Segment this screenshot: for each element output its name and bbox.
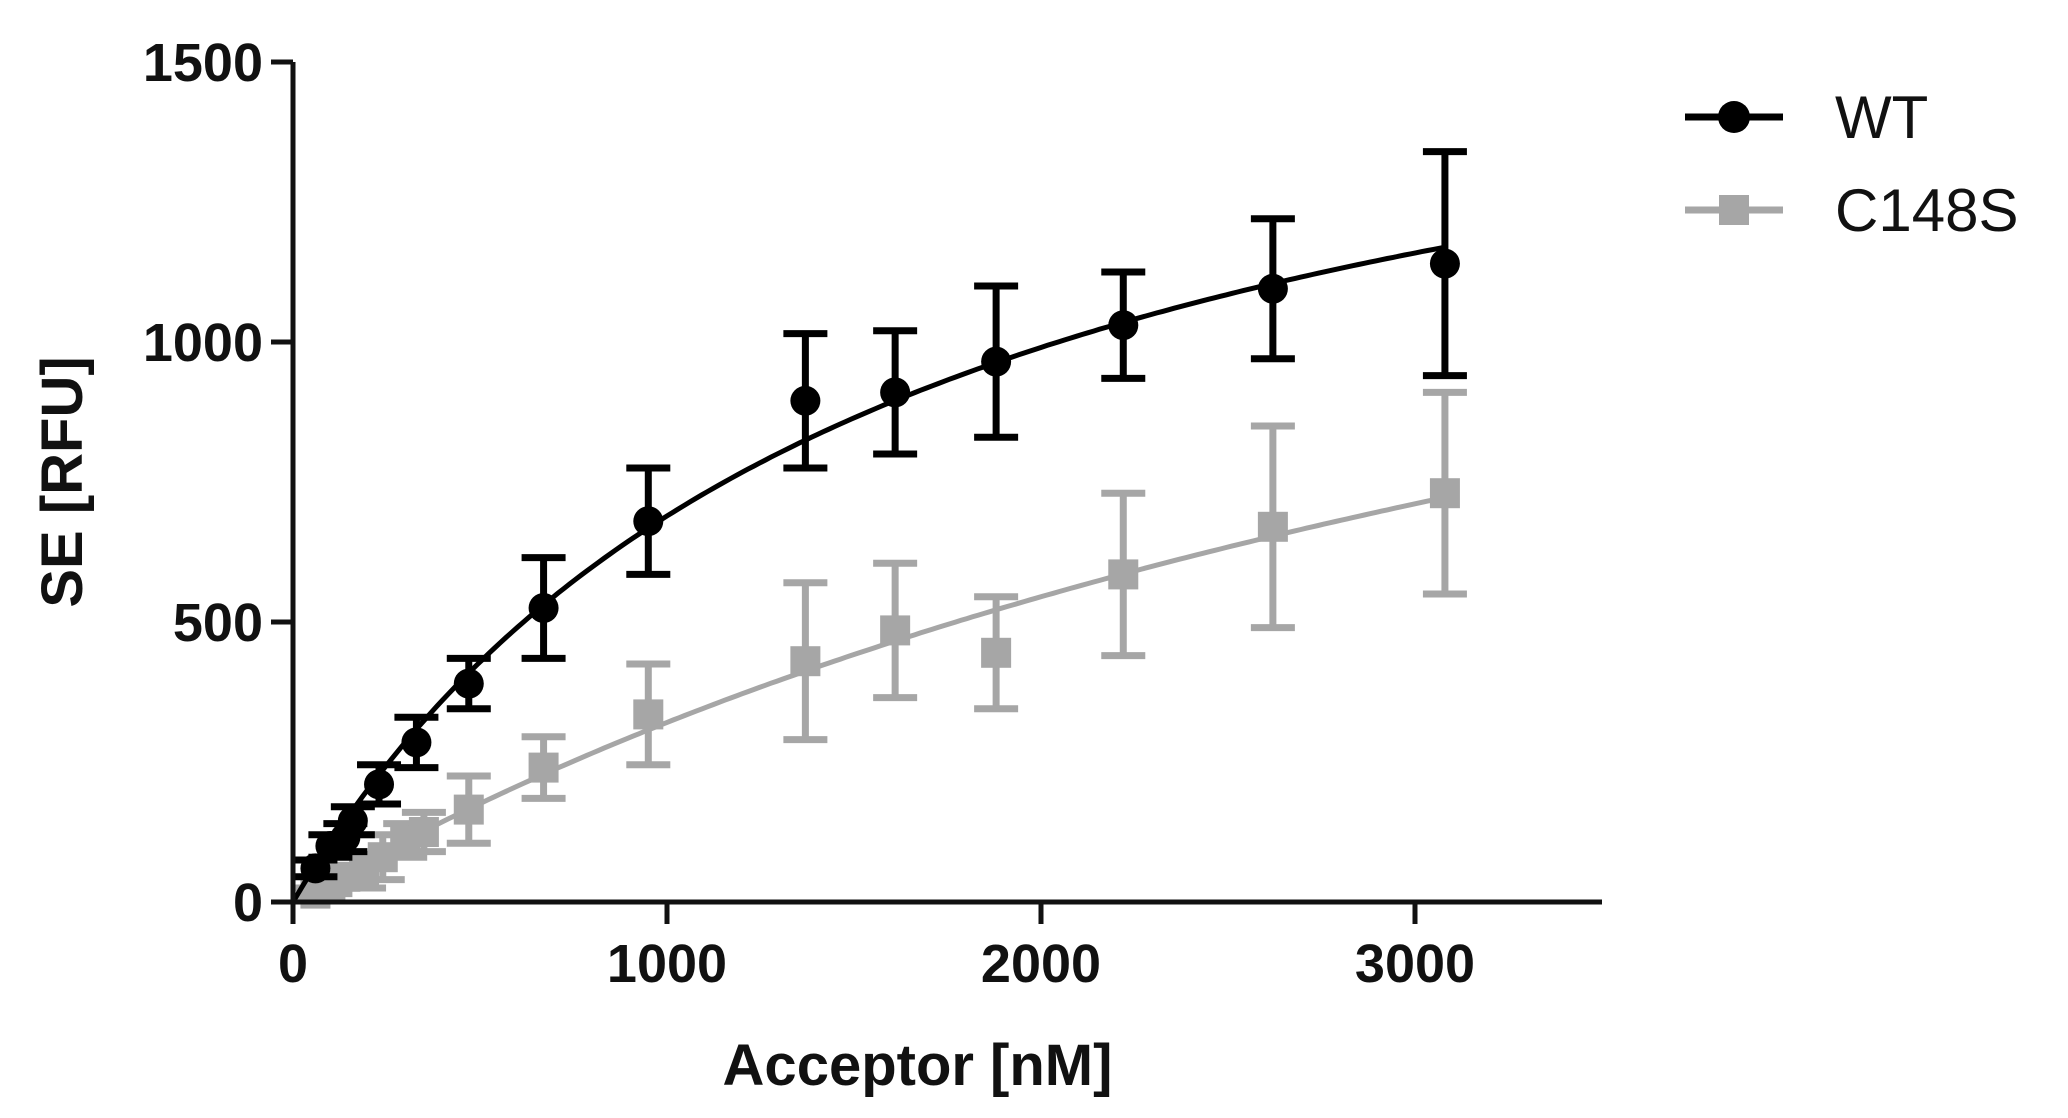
legend-item-c148s: C148S bbox=[1685, 177, 2018, 244]
data-point bbox=[1108, 310, 1139, 341]
legend-marker bbox=[1718, 101, 1750, 133]
series-wt bbox=[290, 148, 1467, 904]
y-tick-label: 500 bbox=[173, 593, 263, 653]
x-axis-title: Acceptor [nM] bbox=[723, 1033, 1113, 1098]
x-tick-label: 3000 bbox=[1355, 934, 1475, 994]
y-tick-label: 1000 bbox=[143, 313, 263, 373]
data-point bbox=[790, 385, 821, 416]
plot-area bbox=[290, 148, 1467, 909]
data-point bbox=[1108, 559, 1139, 590]
data-point bbox=[981, 637, 1012, 668]
data-point bbox=[528, 752, 559, 783]
data-point bbox=[300, 853, 331, 884]
data-point bbox=[364, 769, 395, 800]
data-point bbox=[337, 805, 368, 836]
data-point bbox=[880, 615, 911, 646]
y-tick-label: 1500 bbox=[143, 33, 263, 93]
y-tick-label: 0 bbox=[233, 873, 263, 933]
fit-curve bbox=[291, 494, 1446, 905]
data-point bbox=[401, 727, 432, 758]
legend: WT C148S bbox=[1685, 84, 2018, 244]
data-point bbox=[880, 377, 911, 408]
data-point bbox=[1429, 248, 1460, 279]
data-point bbox=[408, 817, 439, 847]
x-tick-label: 1000 bbox=[607, 934, 727, 994]
x-tick-label: 0 bbox=[278, 934, 308, 994]
axes: 0 500 1000 1500 0 1000 2000 3000 bbox=[143, 33, 1602, 994]
data-point bbox=[1257, 273, 1288, 304]
legend-item-wt: WT bbox=[1685, 84, 1928, 151]
data-point bbox=[1257, 511, 1288, 542]
data-point bbox=[633, 699, 664, 730]
series-c148s bbox=[291, 388, 1467, 909]
x-tick-label: 2000 bbox=[981, 934, 1101, 994]
data-point bbox=[633, 506, 664, 537]
legend-label: C148S bbox=[1835, 177, 2018, 244]
y-axis-title: SE [RFU] bbox=[30, 356, 95, 607]
data-point bbox=[981, 346, 1012, 377]
data-point bbox=[790, 646, 821, 677]
data-point bbox=[453, 794, 484, 825]
legend-marker bbox=[1719, 195, 1749, 225]
data-point bbox=[453, 668, 484, 699]
data-point bbox=[1429, 478, 1460, 509]
data-point bbox=[528, 593, 559, 623]
legend-label: WT bbox=[1835, 84, 1928, 151]
